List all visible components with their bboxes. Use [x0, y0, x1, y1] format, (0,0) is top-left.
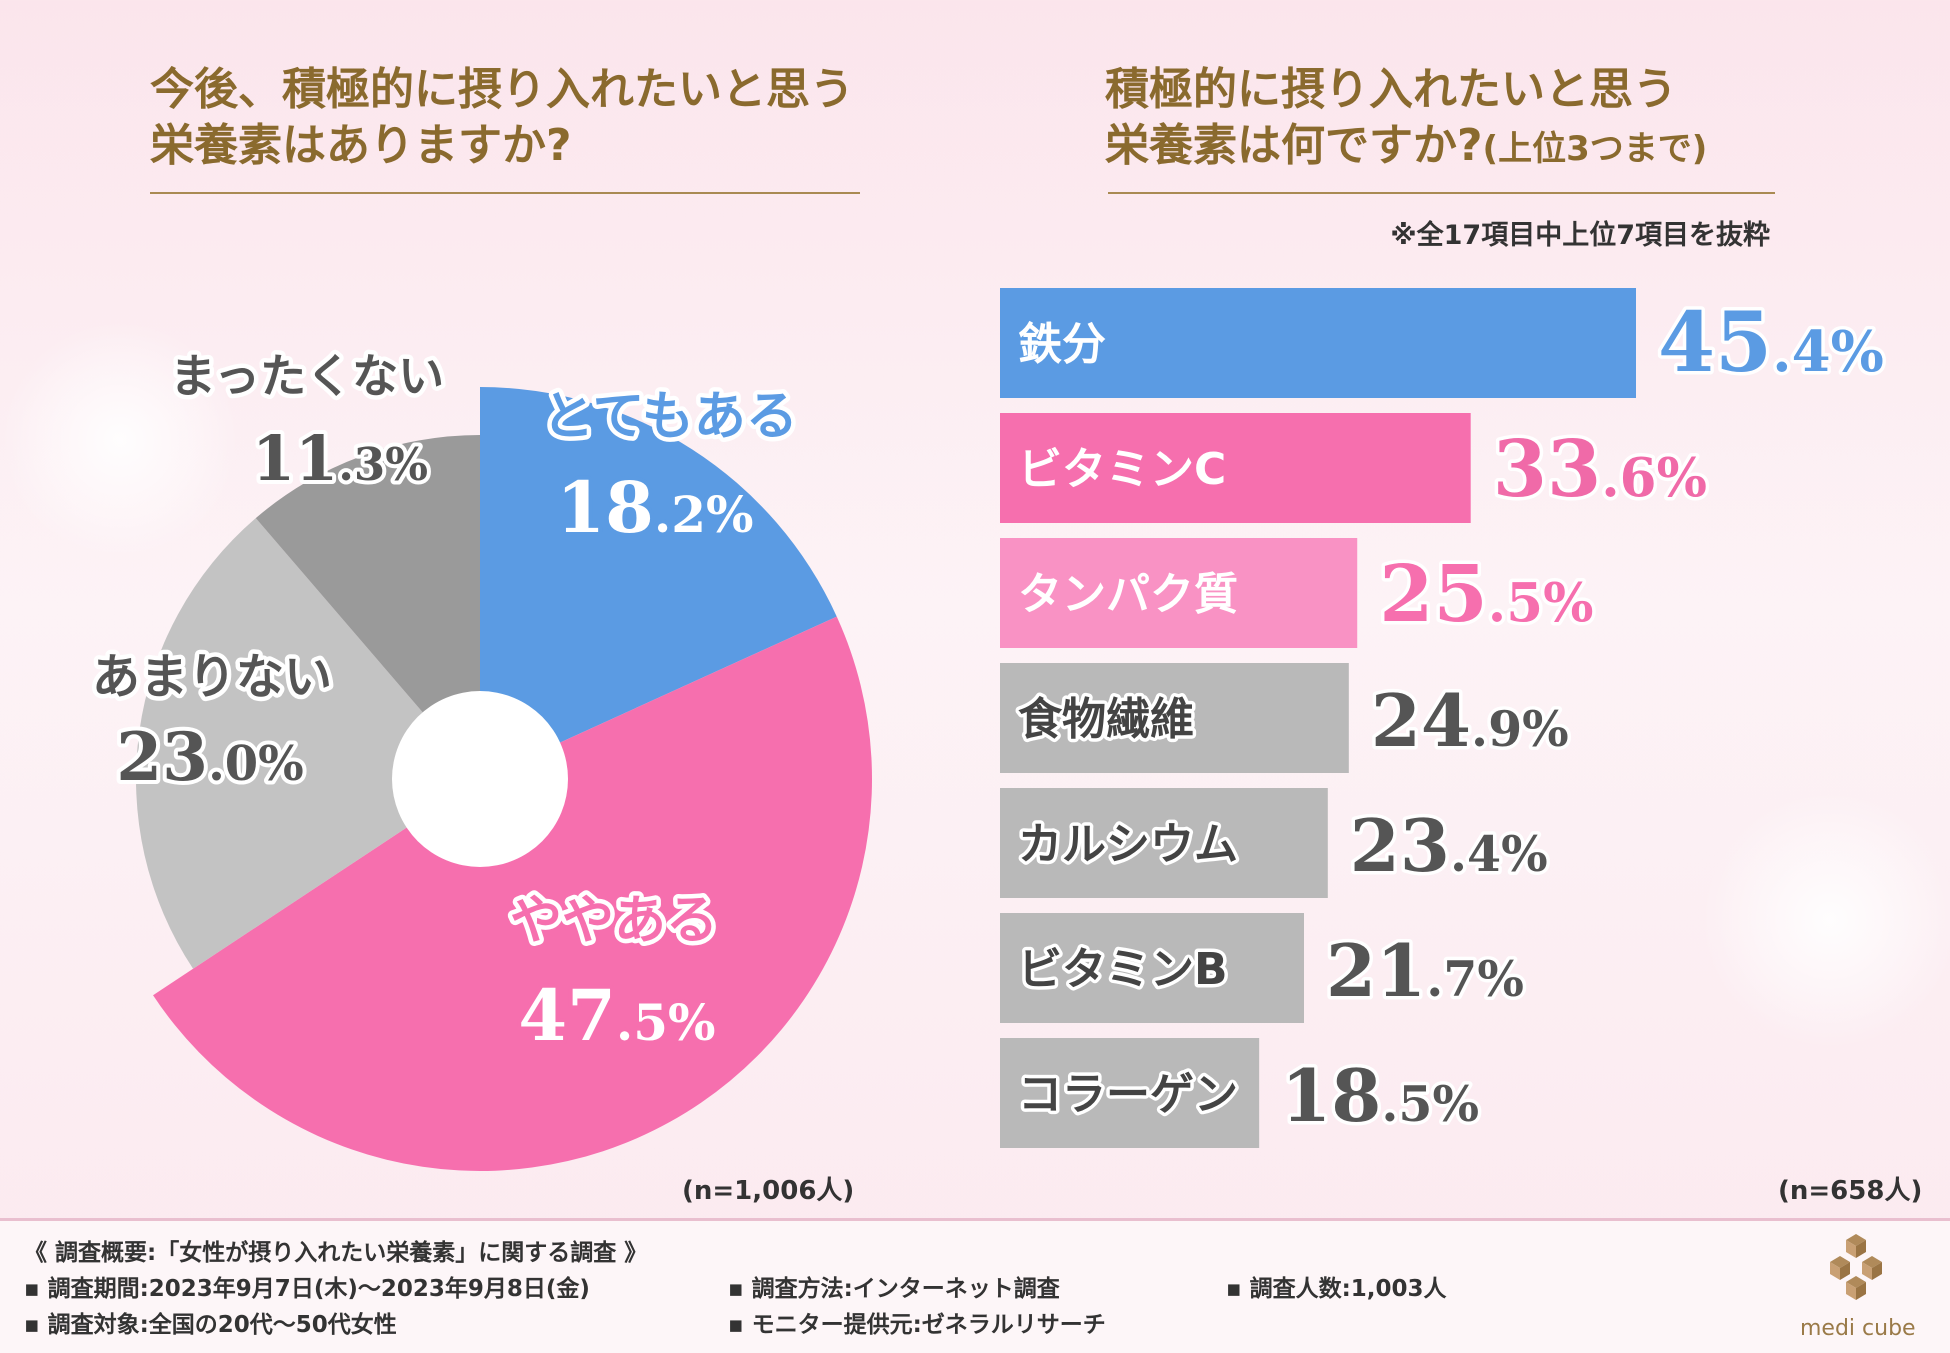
survey-count: ▪ 調査人数:1,003人 — [1226, 1276, 1447, 1302]
pie-slice-1 — [153, 616, 872, 1171]
bar-label-2: タンパク質 — [1018, 569, 1238, 620]
survey-period: ▪ 調査期間:2023年9月7日(木)〜2023年9月8日(金) — [24, 1276, 590, 1302]
bar-label-6: コラーゲン — [1018, 1069, 1238, 1120]
survey-title: 《 調査概要:「女性が摂り入れたい栄養素」に関する調査 》 — [24, 1240, 648, 1266]
survey-target: ▪ 調査対象:全国の20代〜50代女性 — [24, 1312, 397, 1338]
pie-slice-2 — [135, 518, 480, 969]
bar-value-4: 23.4% — [1350, 803, 1548, 888]
bar-4 — [1000, 788, 1328, 898]
survey-footer: 《 調査概要:「女性が摂り入れたい栄養素」に関する調査 》 ▪ 調査期間:202… — [0, 1218, 1950, 1353]
right-title: 積極的に摂り入れたいと思う 栄養素は何ですか?(上位3つまで) — [1105, 62, 1707, 177]
right-title-rule — [1108, 192, 1775, 194]
excerpt-note: ※全17項目中上位7項目を抜粋 — [1390, 220, 1770, 251]
pie-label-3: まったくない — [170, 349, 444, 403]
bar-value-5: 21.7% — [1326, 928, 1524, 1013]
bar-value-6: 18.5% — [1281, 1053, 1479, 1138]
pie-slice-0 — [480, 387, 837, 779]
pie-value-1: 47.5% — [518, 974, 715, 1057]
bar-5 — [1000, 913, 1304, 1023]
bar-label-4: カルシウム — [1018, 819, 1238, 870]
right-title-line2-main: 栄養素は何ですか? — [1105, 120, 1483, 171]
bar-label-1: ビタミンC — [1018, 444, 1226, 495]
bar-6 — [1000, 1038, 1260, 1148]
left-title-rule — [150, 192, 860, 194]
bar-value-3: 24.9% — [1371, 678, 1569, 763]
survey-provider: ▪ モニター提供元:ゼネラルリサーチ — [728, 1312, 1106, 1338]
survey-method: ▪ 調査方法:インターネット調査 — [728, 1276, 1060, 1302]
cube-cluster-icon — [1830, 1234, 1882, 1300]
pie-slice-3 — [255, 435, 480, 779]
pie-chart: とてもある 18.2% ややある 47.5% あまりない 23.0% まったくない 11.3% — [87, 345, 872, 1171]
bar-label-5: ビタミンB — [1018, 944, 1228, 995]
pie-value-0: 18.2% — [556, 466, 753, 549]
left-title: 今後、積極的に摂り入れたいと思う 栄養素はありますか? — [150, 62, 854, 174]
pie-value-2: 23.0% — [116, 718, 304, 796]
bar-value-2: 25.5% — [1379, 549, 1593, 640]
pie-label-1: ややある — [510, 891, 718, 951]
right-title-line2: 栄養素は何ですか?(上位3つまで) — [1105, 118, 1707, 177]
bar-value-0: 45.4% — [1658, 295, 1884, 391]
brand-logo-text: medi cube — [1800, 1316, 1916, 1341]
right-title-suffix: (上位3つまで) — [1482, 129, 1708, 169]
bar-value-1: 33.6% — [1493, 424, 1707, 515]
left-title-line1: 今後、積極的に摂り入れたいと思う — [150, 64, 854, 115]
bar-1 — [1000, 413, 1471, 523]
bar-2 — [1000, 538, 1358, 648]
bar-label-0: 鉄分 — [1018, 319, 1106, 370]
bar-0 — [1000, 288, 1636, 398]
right-title-line1: 積極的に摂り入れたいと思う — [1105, 64, 1677, 115]
pie-label-2: あまりない — [92, 649, 332, 705]
left-sample-size: (n=1,006人) — [682, 1176, 855, 1206]
pie-label-0: とてもある — [542, 387, 798, 447]
pie-center-hole — [392, 691, 568, 867]
left-title-line2: 栄養素はありますか? — [150, 120, 572, 171]
pie-value-3: 11.3% — [252, 422, 428, 495]
bar-chart: 鉄分 45.4% ビタミンC 33.6% タンパク質 25.5% 食物繊維 24.9% カルシウ… — [1000, 288, 1884, 1148]
bar-label-3: 食物繊維 — [1018, 694, 1194, 745]
bar-3 — [1000, 663, 1349, 773]
right-sample-size: (n=658人) — [1778, 1176, 1923, 1206]
